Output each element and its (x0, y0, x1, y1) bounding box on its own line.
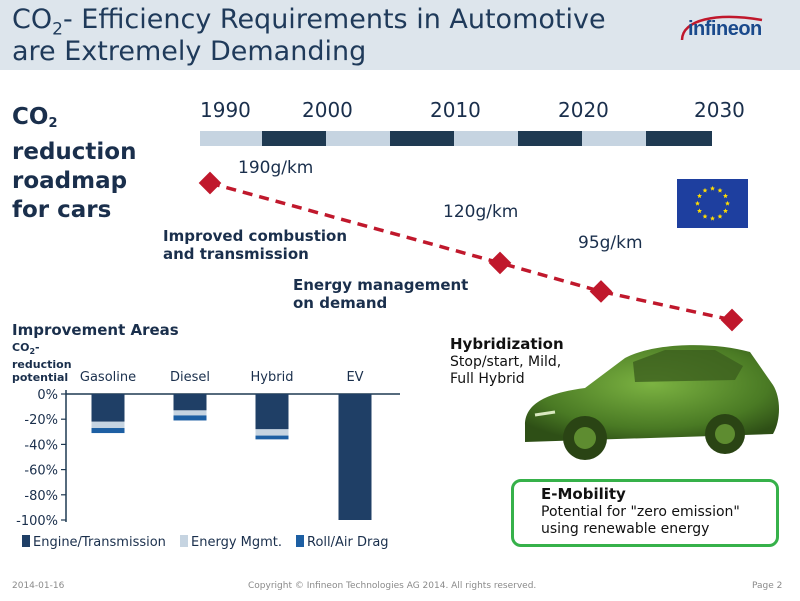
bar-segment (255, 394, 289, 430)
footer-copyright: Copyright © Infineon Technologies AG 201… (248, 581, 537, 591)
ylabel-line-2: reduction (12, 358, 72, 372)
y-tick-label: -60% (24, 464, 58, 479)
roadmap-title-line-2: reduction (12, 139, 137, 165)
legend-label: Energy Mgmt. (191, 535, 282, 550)
category-label: Diesel (170, 370, 210, 385)
title-subscript: 2 (52, 19, 63, 40)
year-label: 2000 (302, 98, 353, 122)
year-label: 2020 (558, 98, 609, 122)
infineon-logo: infineon (676, 10, 768, 48)
ylabel-line-3: potential (12, 371, 69, 385)
y-tick-label: 0% (37, 388, 58, 403)
annotation-combustion-line-2: and transmission (163, 245, 309, 263)
legend-swatch (22, 535, 30, 547)
timeline-segment (200, 131, 262, 146)
logo-swoosh-icon (680, 15, 763, 41)
eu-star-icon (710, 215, 715, 221)
timeline-segment (326, 131, 390, 146)
eu-star-icon (697, 208, 702, 214)
legend-label: Engine/Transmission (33, 535, 166, 550)
bar-segment (255, 435, 289, 440)
hybridization-line-1: Stop/start, Mild, (450, 354, 562, 370)
y-tick-label: -100% (16, 514, 58, 529)
eu-star-icon (702, 187, 708, 193)
eu-star-icon (723, 208, 728, 214)
bar-segment (91, 428, 125, 434)
category-label: Gasoline (80, 370, 136, 385)
title-co-text: CO (12, 4, 53, 35)
bar-segment (255, 429, 289, 436)
e-mobility-line-2: using renewable energy (541, 521, 710, 537)
target-label-190: 190g/km (238, 158, 314, 178)
logo-text: infineon (688, 18, 762, 40)
eu-star-icon (702, 213, 708, 219)
y-tick-label: -40% (24, 438, 58, 453)
roadmap-title-co: CO (12, 104, 49, 130)
footer-date: 2014-01-16 (12, 581, 65, 591)
eu-star-icon (695, 200, 700, 206)
bar-segment (173, 394, 207, 411)
legend-label: Roll/Air Drag (307, 535, 389, 550)
e-mobility-title: E-Mobility (541, 485, 626, 503)
ylabel-dash: - (35, 341, 40, 354)
y-tick-label: -20% (24, 413, 58, 428)
eu-star-icon (717, 187, 723, 193)
target-label-120: 120g/km (443, 202, 519, 222)
timeline-segment (518, 131, 582, 146)
e-mobility-box: E-Mobility Potential for "zero emission"… (511, 479, 779, 547)
timeline-segment (262, 131, 326, 146)
hybridization-line-2: Full Hybrid (450, 371, 525, 387)
slide-title-line-2: are Extremely Demanding (12, 36, 367, 67)
green-car-icon (525, 345, 779, 460)
hybridization-block: Hybridization Stop/start, Mild, Full Hyb… (450, 336, 564, 388)
annotation-energy-line-1: Energy management (293, 276, 469, 294)
timeline-segment (582, 131, 646, 146)
legend-swatch (180, 535, 188, 547)
year-label: 2030 (694, 98, 745, 122)
annotation-energy-line-2: on demand (293, 294, 388, 312)
eu-star-icon (710, 185, 715, 191)
eu-star-icon (725, 200, 730, 206)
roadmap-title-line-1: CO2 (12, 103, 136, 138)
e-mobility-line-1: Potential for "zero emission" (541, 504, 740, 520)
legend-swatch (296, 535, 304, 547)
bar-segment (338, 394, 372, 520)
roadmap-title: CO2 reduction roadmap for cars (12, 103, 136, 225)
eu-stars-icon (695, 185, 730, 221)
footer-page-number: Page 2 (752, 581, 783, 591)
ylabel-subscript: 2 (29, 347, 36, 357)
y-tick-label: -80% (24, 489, 58, 504)
year-label: 1990 (200, 98, 251, 122)
title-rest-text: - Efficiency Requirements in Automotive (62, 4, 606, 35)
category-label: Hybrid (251, 370, 294, 385)
category-label: EV (346, 370, 363, 385)
roadmap-title-line-4: for cars (12, 197, 112, 223)
bar-segment (91, 421, 125, 429)
bar-segment (173, 415, 207, 421)
roadmap-title-line-3: roadmap (12, 168, 128, 194)
roadmap-title-subscript: 2 (48, 116, 58, 131)
year-label: 2010 (430, 98, 481, 122)
slide-title-line-1: CO2- Efficiency Requirements in Automoti… (12, 4, 606, 39)
eu-star-icon (697, 193, 702, 199)
timeline-segment (390, 131, 454, 146)
eu-star-icon (723, 193, 728, 199)
annotation-energy-management: Energy management on demand (293, 276, 468, 312)
improvement-areas-title: Improvement Areas (12, 321, 179, 339)
hybridization-title: Hybridization (450, 335, 564, 353)
eu-flag-icon (677, 179, 748, 228)
annotation-combustion-line-1: Improved combustion (163, 227, 348, 245)
timeline-segment (454, 131, 518, 146)
bar-segment (173, 410, 207, 416)
eu-star-icon (717, 213, 723, 219)
ylabel-line-1: CO2- (12, 341, 72, 358)
slide-header: CO2- Efficiency Requirements in Automoti… (0, 0, 800, 70)
chart-ylabel: CO2- reduction potential (12, 341, 72, 384)
annotation-combustion: Improved combustion and transmission (163, 227, 347, 263)
target-label-95: 95g/km (578, 233, 643, 253)
timeline-segment (646, 131, 712, 146)
ylabel-co: CO (12, 341, 30, 354)
bar-segment (91, 394, 125, 422)
